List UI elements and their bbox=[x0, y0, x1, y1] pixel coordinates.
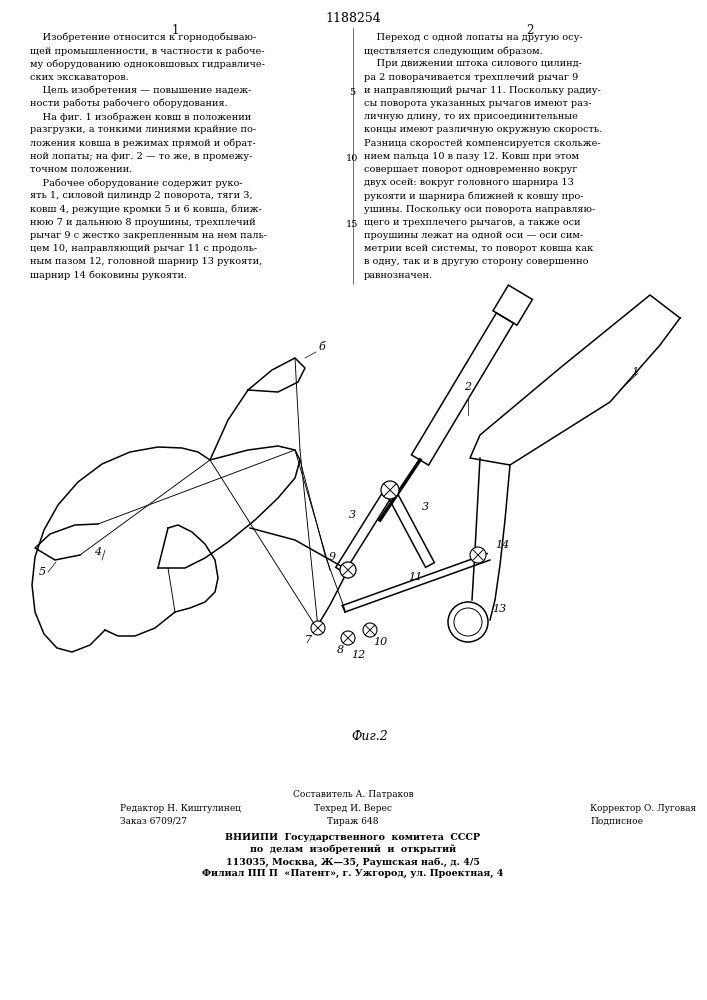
Text: цем 10, направляющий рычаг 11 с продоль-: цем 10, направляющий рычаг 11 с продоль- bbox=[30, 244, 257, 253]
Text: метрии всей системы, то поворот ковша как: метрии всей системы, то поворот ковша ка… bbox=[364, 244, 593, 253]
Text: концы имеют различную окружную скорость.: концы имеют различную окружную скорость. bbox=[364, 125, 602, 134]
Text: ушины. Поскольку оси поворота направляю-: ушины. Поскольку оси поворота направляю- bbox=[364, 205, 595, 214]
Text: Цель изобретения — повышение надеж-: Цель изобретения — повышение надеж- bbox=[30, 86, 252, 95]
Text: 10: 10 bbox=[346, 154, 358, 163]
Text: проушины лежат на одной оси — оси сим-: проушины лежат на одной оси — оси сим- bbox=[364, 231, 583, 240]
Text: Тираж 648: Тираж 648 bbox=[327, 817, 379, 826]
Text: 1: 1 bbox=[171, 24, 179, 37]
Text: двух осей: вокруг головного шарнира 13: двух осей: вокруг головного шарнира 13 bbox=[364, 178, 574, 187]
Text: рукояти и шарнира ближней к ковшу про-: рукояти и шарнира ближней к ковшу про- bbox=[364, 191, 583, 201]
Text: в одну, так и в другую сторону совершенно: в одну, так и в другую сторону совершенн… bbox=[364, 257, 588, 266]
Text: 15: 15 bbox=[346, 220, 358, 229]
Text: 13: 13 bbox=[492, 604, 506, 614]
Text: 3: 3 bbox=[349, 510, 356, 520]
Text: 5: 5 bbox=[38, 567, 45, 577]
Circle shape bbox=[340, 562, 356, 578]
Text: и направляющий рычаг 11. Поскольку радиу-: и направляющий рычаг 11. Поскольку радиу… bbox=[364, 86, 601, 95]
Text: му оборудованию одноковшовых гидравличе-: му оборудованию одноковшовых гидравличе- bbox=[30, 59, 265, 69]
Text: ских экскаваторов.: ских экскаваторов. bbox=[30, 73, 129, 82]
Text: Заказ 6709/27: Заказ 6709/27 bbox=[120, 817, 187, 826]
Text: На фиг. 1 изображен ковш в положении: На фиг. 1 изображен ковш в положении bbox=[30, 112, 251, 122]
Text: При движении штока силового цилинд-: При движении штока силового цилинд- bbox=[364, 59, 582, 68]
Text: 1188254: 1188254 bbox=[325, 12, 381, 25]
Text: 5: 5 bbox=[349, 88, 355, 97]
Text: 2: 2 bbox=[464, 382, 472, 392]
Text: 8: 8 bbox=[337, 645, 344, 655]
Circle shape bbox=[470, 547, 486, 563]
Text: ра 2 поворачивается трехплечий рычаг 9: ра 2 поворачивается трехплечий рычаг 9 bbox=[364, 73, 578, 82]
Circle shape bbox=[311, 621, 325, 635]
Text: Корректор О. Луговая: Корректор О. Луговая bbox=[590, 804, 696, 813]
Text: шарнир 14 боковины рукояти.: шарнир 14 боковины рукояти. bbox=[30, 271, 187, 280]
Text: 9: 9 bbox=[329, 552, 336, 562]
Text: Фиг.2: Фиг.2 bbox=[351, 730, 388, 743]
Text: 3: 3 bbox=[421, 502, 428, 512]
Text: б: б bbox=[318, 342, 325, 352]
Text: 113035, Москва, Ж—35, Раушская наб., д. 4/5: 113035, Москва, Ж—35, Раушская наб., д. … bbox=[226, 857, 480, 867]
Text: Рабочее оборудование содержит руко-: Рабочее оборудование содержит руко- bbox=[30, 178, 243, 188]
Text: нюю 7 и дальнюю 8 проушины, трехплечий: нюю 7 и дальнюю 8 проушины, трехплечий bbox=[30, 218, 256, 227]
Text: 11: 11 bbox=[408, 572, 422, 582]
Circle shape bbox=[363, 623, 377, 637]
Text: Редактор Н. Киштулинец: Редактор Н. Киштулинец bbox=[120, 804, 241, 813]
Text: Техред И. Верес: Техред И. Верес bbox=[314, 804, 392, 813]
Text: Переход с одной лопаты на другую осу-: Переход с одной лопаты на другую осу- bbox=[364, 33, 583, 42]
Text: 2: 2 bbox=[526, 24, 534, 37]
Text: щей промышленности, в частности к рабоче-: щей промышленности, в частности к рабоче… bbox=[30, 46, 264, 56]
Text: Подписное: Подписное bbox=[590, 817, 643, 826]
Text: разгрузки, а тонкими линиями крайние по-: разгрузки, а тонкими линиями крайние по- bbox=[30, 125, 256, 134]
Text: 14: 14 bbox=[495, 540, 509, 550]
Circle shape bbox=[448, 602, 488, 642]
Text: 10: 10 bbox=[373, 637, 387, 647]
Text: нием пальца 10 в пазу 12. Ковш при этом: нием пальца 10 в пазу 12. Ковш при этом bbox=[364, 152, 579, 161]
Text: по  делам  изобретений  и  открытий: по делам изобретений и открытий bbox=[250, 845, 456, 854]
Text: сы поворота указанных рычагов имеют раз-: сы поворота указанных рычагов имеют раз- bbox=[364, 99, 592, 108]
Text: Филиал ПП П  «Патент», г. Ужгород, ул. Проектная, 4: Филиал ПП П «Патент», г. Ужгород, ул. Пр… bbox=[202, 869, 503, 878]
Text: Изобретение относится к горнодобываю-: Изобретение относится к горнодобываю- bbox=[30, 33, 256, 42]
Text: ВНИИПИ  Государственного  комитета  СССР: ВНИИПИ Государственного комитета СССР bbox=[226, 833, 481, 842]
Text: Разница скоростей компенсируется скольже-: Разница скоростей компенсируется скольже… bbox=[364, 139, 601, 148]
Text: ложения ковша в режимах прямой и обрат-: ложения ковша в режимах прямой и обрат- bbox=[30, 139, 256, 148]
Text: 4: 4 bbox=[95, 547, 102, 557]
Text: ной лопаты; на фиг. 2 — то же, в промежу-: ной лопаты; на фиг. 2 — то же, в промежу… bbox=[30, 152, 252, 161]
Circle shape bbox=[381, 481, 399, 499]
Text: личную длину, то их присоединительные: личную длину, то их присоединительные bbox=[364, 112, 578, 121]
Text: щего и трехплечего рычагов, а также оси: щего и трехплечего рычагов, а также оси bbox=[364, 218, 580, 227]
Text: ным пазом 12, головной шарнир 13 рукояти,: ным пазом 12, головной шарнир 13 рукояти… bbox=[30, 257, 262, 266]
Text: совершает поворот одновременно вокруг: совершает поворот одновременно вокруг bbox=[364, 165, 578, 174]
Text: ности работы рабочего оборудования.: ности работы рабочего оборудования. bbox=[30, 99, 228, 108]
Text: ковш 4, режущие кромки 5 и 6 ковша, ближ-: ковш 4, режущие кромки 5 и 6 ковша, ближ… bbox=[30, 205, 262, 214]
Text: 1: 1 bbox=[631, 367, 638, 377]
Circle shape bbox=[341, 631, 355, 645]
Text: 7: 7 bbox=[305, 635, 312, 645]
Text: 12: 12 bbox=[351, 650, 365, 660]
Text: равнозначен.: равнозначен. bbox=[364, 271, 433, 280]
Text: ять 1, силовой цилиндр 2 поворота, тяги 3,: ять 1, силовой цилиндр 2 поворота, тяги … bbox=[30, 191, 252, 200]
Text: Составитель А. Патраков: Составитель А. Патраков bbox=[293, 790, 414, 799]
Text: рычаг 9 с жестко закрепленным на нем паль-: рычаг 9 с жестко закрепленным на нем пал… bbox=[30, 231, 267, 240]
Text: точном положении.: точном положении. bbox=[30, 165, 132, 174]
Text: ществляется следующим образом.: ществляется следующим образом. bbox=[364, 46, 543, 56]
